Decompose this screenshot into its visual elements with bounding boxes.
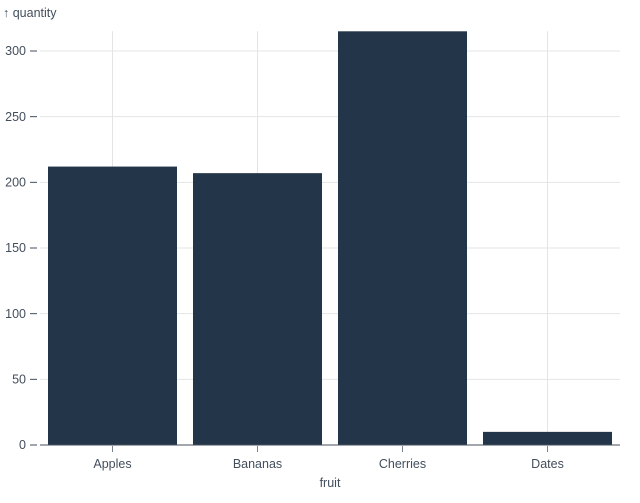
- bar-apples: [48, 166, 177, 445]
- y-axis-label: ↑ quantity: [3, 6, 57, 20]
- x-tick-label: Apples: [93, 457, 131, 471]
- x-axis-label: fruit: [320, 476, 341, 490]
- x-tick-label: Cherries: [379, 457, 426, 471]
- y-tick-label: 200: [5, 176, 26, 190]
- y-tick-label: 300: [5, 44, 26, 58]
- y-tick-label: 0: [19, 438, 26, 452]
- x-tick-label: Bananas: [233, 457, 282, 471]
- y-tick-label: 100: [5, 307, 26, 321]
- y-tick-label: 150: [5, 241, 26, 255]
- y-tick-label: 250: [5, 110, 26, 124]
- bar-bananas: [193, 173, 322, 445]
- y-tick-label: 50: [12, 373, 26, 387]
- x-tick-label: Dates: [531, 457, 564, 471]
- bar-cherries: [338, 31, 467, 446]
- bar-dates: [483, 431, 612, 445]
